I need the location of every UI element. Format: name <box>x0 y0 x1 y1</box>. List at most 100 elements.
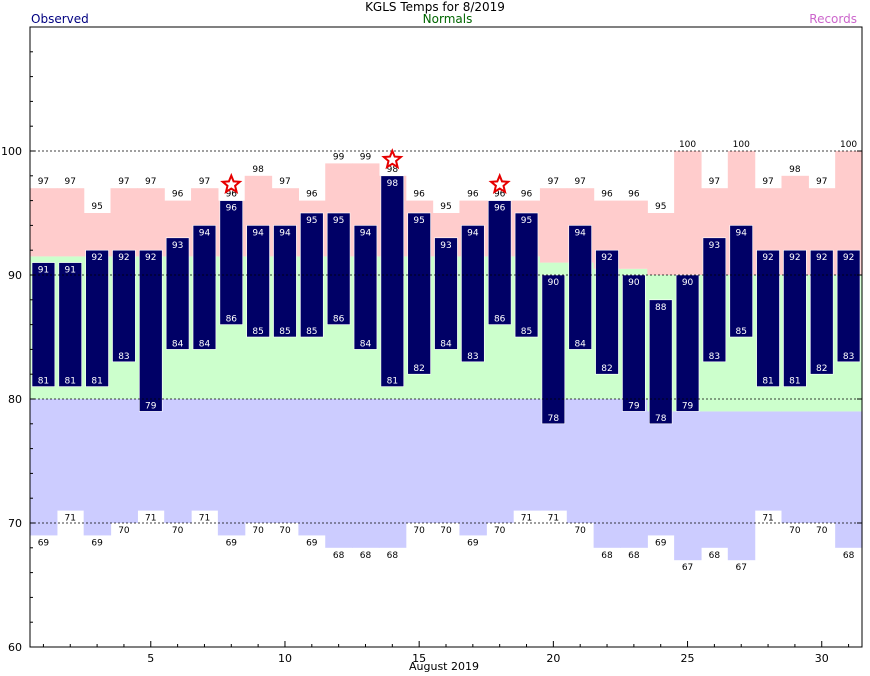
observed-high-label-day-16: 93 <box>440 241 451 251</box>
gridlines-layer <box>30 150 862 524</box>
record-low-band-day-24 <box>647 411 675 536</box>
record-high-label-day-8: 96 <box>226 190 238 200</box>
observed-low-label-day-10: 85 <box>279 327 290 337</box>
observed-bar-day-4 <box>112 249 136 363</box>
record-low-label-day-19: 71 <box>521 514 532 524</box>
observed-high-label-day-13: 94 <box>360 228 372 238</box>
observed-bar-day-24 <box>648 299 673 425</box>
observed-low-label-day-15: 82 <box>413 364 424 374</box>
observed-low-label-day-16: 84 <box>440 339 452 349</box>
record-low-band-day-3 <box>83 399 112 536</box>
record-low-band-day-11 <box>298 399 326 536</box>
observed-bar-day-27 <box>729 225 753 338</box>
observed-low-label-day-13: 84 <box>360 339 372 349</box>
record-low-band-day-17 <box>459 399 487 536</box>
record-low-label-day-24: 69 <box>655 538 667 548</box>
record-low-label-day-1: 69 <box>38 538 50 548</box>
observed-bar-day-14 <box>380 175 405 387</box>
record-high-label-day-28: 97 <box>762 177 773 187</box>
observed-low-label-day-2: 81 <box>65 377 76 387</box>
observed-bar-day-21 <box>568 225 592 350</box>
observed-bar-day-9 <box>246 225 270 338</box>
observed-high-label-day-25: 90 <box>682 278 694 288</box>
observed-low-label-day-14: 81 <box>387 377 398 387</box>
record-high-label-day-16: 95 <box>440 202 451 212</box>
record-low-band-layer <box>30 399 863 561</box>
observed-low-label-day-30: 82 <box>816 364 827 374</box>
record-high-band-day-25 <box>674 151 702 275</box>
record-low-label-day-10: 70 <box>279 526 291 536</box>
observed-bar-day-31 <box>836 249 861 363</box>
record-high-label-day-15: 96 <box>413 190 425 200</box>
record-low-band-day-2 <box>56 399 85 511</box>
observed-bar-day-22 <box>595 249 619 375</box>
observed-bar-day-15 <box>407 212 431 375</box>
record-low-band-day-22 <box>593 399 622 548</box>
record-low-label-day-14: 68 <box>387 551 399 561</box>
record-high-label-day-9: 98 <box>252 165 264 175</box>
observed-low-label-day-25: 79 <box>682 401 694 411</box>
record-low-band-day-30 <box>808 411 836 523</box>
record-high-band-day-4 <box>110 188 138 257</box>
record-high-label-day-13: 99 <box>360 152 372 162</box>
record-high-label-day-22: 96 <box>601 190 613 200</box>
observed-high-label-day-7: 94 <box>199 228 211 238</box>
record-low-label-day-28: 71 <box>762 514 773 524</box>
record-low-label-day-12: 68 <box>333 551 345 561</box>
record-low-band-day-7 <box>191 399 219 511</box>
observed-high-label-day-26: 93 <box>709 241 720 251</box>
record-high-band-day-23 <box>620 200 648 269</box>
observed-high-label-day-17: 94 <box>467 228 479 238</box>
observed-high-label-day-24: 88 <box>655 303 667 313</box>
record-low-band-day-13 <box>352 399 380 548</box>
observed-high-label-day-18: 96 <box>494 204 506 214</box>
record-high-label-day-3: 95 <box>91 202 102 212</box>
observed-bar-day-28 <box>756 249 780 387</box>
record-high-label-day-1: 97 <box>38 177 49 187</box>
record-low-label-day-3: 69 <box>91 538 103 548</box>
observed-low-label-day-9: 85 <box>252 327 263 337</box>
observed-high-label-day-9: 94 <box>252 228 264 238</box>
record-star-day-8 <box>220 172 243 195</box>
observed-bar-day-29 <box>783 249 807 387</box>
observed-bar-day-10 <box>273 225 297 338</box>
observed-bar-day-30 <box>810 249 834 375</box>
observed-low-label-day-11: 85 <box>306 327 317 337</box>
record-low-band-day-15 <box>405 399 434 523</box>
record-low-band-day-25 <box>674 411 702 561</box>
observed-high-label-day-5: 92 <box>145 253 156 263</box>
observed-bar-day-3 <box>85 249 109 387</box>
record-high-label-day-5: 97 <box>145 177 156 187</box>
record-low-band-day-31 <box>835 411 863 548</box>
observed-high-label-day-3: 92 <box>91 253 102 263</box>
record-low-band-day-4 <box>110 399 138 523</box>
record-low-label-day-17: 69 <box>467 538 479 548</box>
observed-low-label-day-19: 85 <box>521 327 532 337</box>
record-star-day-14 <box>381 148 404 170</box>
observed-low-label-day-8: 86 <box>226 315 238 325</box>
y-tick-label-100: 100 <box>1 145 22 158</box>
y-tick-label-90: 90 <box>8 269 22 282</box>
record-low-label-day-8: 69 <box>226 538 238 548</box>
record-low-label-day-6: 70 <box>172 526 184 536</box>
observed-high-label-day-2: 91 <box>65 266 76 276</box>
record-low-band-day-16 <box>432 399 461 523</box>
legend-observed: Observed <box>31 12 89 26</box>
record-low-label-day-16: 70 <box>440 526 452 536</box>
record-high-label-day-24: 95 <box>655 202 666 212</box>
observed-low-label-day-21: 84 <box>574 339 586 349</box>
x-tick-label-5: 5 <box>147 652 154 665</box>
record-low-band-day-28 <box>754 411 783 511</box>
observed-bar-day-1 <box>31 262 56 387</box>
observed-high-label-day-23: 90 <box>628 278 640 288</box>
observed-low-label-day-5: 79 <box>145 401 157 411</box>
record-high-label-day-18: 96 <box>494 190 506 200</box>
record-high-label-day-7: 97 <box>199 177 210 187</box>
record-high-band-day-3 <box>83 213 112 257</box>
record-high-label-day-4: 97 <box>118 177 129 187</box>
record-low-band-day-12 <box>325 399 353 548</box>
observed-low-label-day-24: 78 <box>655 414 667 424</box>
record-high-band-day-20 <box>539 188 568 263</box>
observed-low-label-day-18: 86 <box>494 315 506 325</box>
record-low-label-day-29: 70 <box>789 526 801 536</box>
